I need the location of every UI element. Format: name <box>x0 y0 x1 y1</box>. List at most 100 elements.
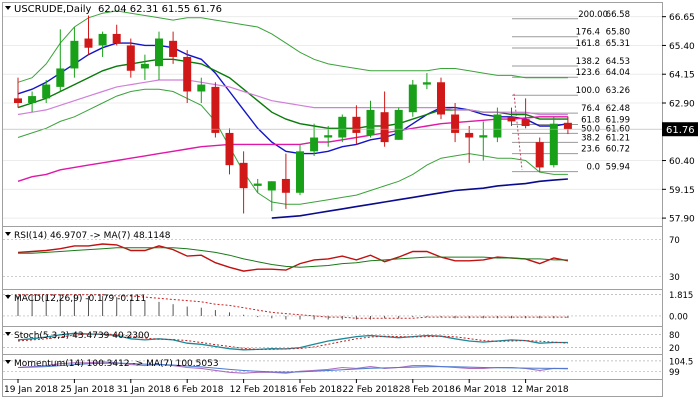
candle-body <box>225 132 234 166</box>
fib-value-label: 64.04 <box>606 68 630 78</box>
candle-body <box>70 40 79 69</box>
candle <box>84 15 93 55</box>
indicator-panels: 70 30 RSI(14) 46.9707 -> MA(7) 48.1148 1.81… <box>3 231 693 378</box>
indicator-dropdown-icon[interactable] <box>5 360 11 364</box>
stoch-d-line <box>17 333 568 350</box>
candle <box>126 38 135 78</box>
candle <box>563 116 572 135</box>
price-tick-label: 59.15 <box>669 186 695 196</box>
candle <box>437 77 445 120</box>
candle-body <box>324 135 333 138</box>
candle-body <box>437 82 445 115</box>
candle <box>422 73 431 90</box>
fib-ratio-label: 200.00 <box>578 10 608 20</box>
fib-value-label: 65.80 <box>606 28 630 38</box>
candle-body <box>338 116 347 138</box>
indicator-dropdown-icon[interactable] <box>5 232 11 236</box>
candle-body <box>211 86 220 133</box>
candle-body <box>408 84 417 113</box>
candle-body <box>493 114 502 138</box>
fib-value-label: 65.31 <box>606 39 630 49</box>
candle <box>493 107 502 143</box>
time-tick-label: 12 Mar 2018 <box>512 385 569 395</box>
candle-body <box>479 135 488 138</box>
momentum-ma-line <box>17 362 568 373</box>
price-axis: 66.65 65.40 64.15 62.90 60.40 59.15 57.90 <box>662 13 695 225</box>
candle <box>211 82 220 138</box>
candle-body <box>126 45 135 71</box>
symbol-dropdown-icon[interactable] <box>5 6 11 10</box>
last-price-label: 61.76 <box>666 125 695 136</box>
candle <box>296 144 304 196</box>
candle <box>281 153 290 209</box>
candle-body <box>98 33 107 46</box>
fib-value-label: 59.94 <box>606 163 630 173</box>
indicator-dropdown-icon[interactable] <box>5 332 11 336</box>
candle-body <box>563 122 572 130</box>
candle-body <box>422 82 431 85</box>
candle-body <box>380 112 389 143</box>
overlay-line <box>17 58 568 129</box>
candle <box>394 107 403 140</box>
indicator-dropdown-icon[interactable] <box>5 295 11 299</box>
last-price-box <box>662 122 698 137</box>
candle <box>225 128 234 175</box>
candle <box>408 79 417 117</box>
indicator-label: RSI(14) 46.9707 -> MA(7) 48.1148 <box>14 231 171 241</box>
fib-value-label: 66.58 <box>606 10 630 20</box>
price-overlays <box>17 10 569 219</box>
fib-ratio-label: 138.2 <box>576 57 600 67</box>
fib-ratio-label: 76.4 <box>581 104 600 114</box>
time-tick-label: 25 Jan 2018 <box>60 385 114 395</box>
indicator-tick-label: 104.5 <box>669 357 693 367</box>
candle-body <box>281 178 290 193</box>
candle-body <box>239 162 248 189</box>
candle <box>183 50 192 103</box>
ohlc-label: 62.04 62.31 61.55 61.76 <box>98 4 222 15</box>
candle-body <box>296 151 304 193</box>
fib-ratio-label: 23.6 <box>581 145 600 155</box>
candle <box>140 54 149 80</box>
candle-body <box>42 84 51 99</box>
fib-ratio-label: 38.2 <box>581 133 600 143</box>
candle-body <box>549 123 558 166</box>
candle <box>507 107 516 127</box>
candle-body <box>267 181 276 191</box>
fib-ratio-label: 161.8 <box>576 39 600 49</box>
price-tick-label: 66.65 <box>669 13 695 23</box>
macd-panel: 1.815 0.00 MACD(12,26,9) -0.179 -0.111 <box>3 291 693 322</box>
price-tick-label: 57.90 <box>669 215 695 225</box>
price-tick-label: 64.15 <box>669 71 695 81</box>
price-tick-label: 65.40 <box>669 42 695 52</box>
overlay-line <box>17 79 568 116</box>
indicator-tick-label: 1.815 <box>669 291 693 301</box>
indicator-label: MACD(12,26,9) -0.179 -0.111 <box>14 294 146 304</box>
candle <box>521 98 530 129</box>
indicator-tick-label: 30 <box>669 273 680 283</box>
candle <box>56 29 65 92</box>
fib-value-label: 61.99 <box>606 115 630 125</box>
candle <box>42 79 51 103</box>
candle <box>380 91 389 147</box>
macd-signal-line <box>18 294 568 319</box>
candle <box>549 116 558 168</box>
candle-body <box>465 132 474 138</box>
candle-body <box>155 38 163 67</box>
candle <box>70 27 79 78</box>
candle <box>239 151 248 214</box>
candle <box>451 102 460 143</box>
indicator-tick-label: 0.00 <box>669 312 688 322</box>
candle-body <box>507 116 516 122</box>
candle-body <box>535 142 544 168</box>
fib-value-label: 63.26 <box>606 86 630 96</box>
rsi-panel: 70 30 RSI(14) 46.9707 -> MA(7) 48.1148 <box>3 231 680 283</box>
time-axis: 19 Jan 2018 25 Jan 2018 31 Jan 2018 6 Feb 2… <box>4 379 569 395</box>
price-tick-label: 60.40 <box>669 157 695 167</box>
fib-ratio-label: 61.8 <box>581 115 600 125</box>
fib-ratio-label: 100.0 <box>576 86 600 96</box>
candlesticks <box>14 15 572 214</box>
fib-ratio-label: 123.6 <box>576 68 600 78</box>
time-tick-label: 12 Feb 2018 <box>230 385 286 395</box>
